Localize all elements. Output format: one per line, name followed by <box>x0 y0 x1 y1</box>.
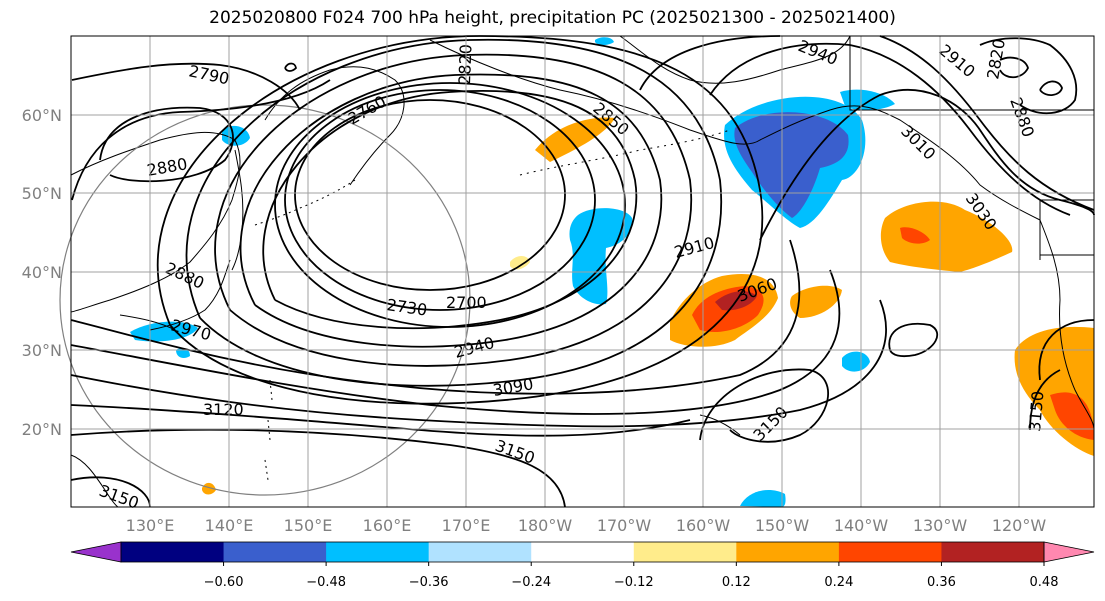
graticule <box>71 36 1094 507</box>
lon-label: 150°E <box>284 516 333 535</box>
colorbar-outline <box>120 541 1045 563</box>
colorbar-segment <box>736 542 840 562</box>
map-border <box>70 35 1095 508</box>
colorbar-segment <box>838 542 942 562</box>
colorbar-segment <box>633 542 737 562</box>
colorbar-segment <box>326 542 430 562</box>
contour-label: 3120 <box>203 400 244 419</box>
colorbar-tick-label: 0.48 <box>1030 575 1059 590</box>
colorbar-tick-label: −0.12 <box>614 575 654 590</box>
colorbar-tick-label: −0.60 <box>204 575 244 590</box>
precip-shading <box>130 37 1094 507</box>
coastlines <box>70 35 1095 508</box>
colorbar-extension-low <box>70 541 122 563</box>
lon-label: 140°W <box>834 516 889 535</box>
contour-labels: 2790 2760 2820 2850 2940 2910 2820 2880 … <box>97 36 1048 513</box>
colorbar-tick-label: −0.48 <box>306 575 346 590</box>
latitude-labels: 60°N 50°N 40°N 30°N 20°N <box>22 106 62 439</box>
longitude-labels: 130°E 140°E 150°E 160°E 170°E 180°W 170°… <box>126 516 1047 535</box>
colorbar-tick-label: 0.36 <box>927 575 956 590</box>
lat-label: 50°N <box>22 184 62 203</box>
colorbar-tick-label: 0.12 <box>722 575 751 590</box>
colorbar-segment <box>941 542 1045 562</box>
colorbar-tick-label: −0.24 <box>511 575 551 590</box>
colorbar-segment <box>121 542 225 562</box>
great-circle-outline <box>59 104 471 496</box>
lon-label: 120°W <box>992 516 1047 535</box>
lon-label: 160°E <box>363 516 412 535</box>
colorbar-segment <box>531 542 635 562</box>
lon-label: 130°W <box>913 516 968 535</box>
lon-label: 130°E <box>126 516 175 535</box>
colorbar: −0.60 −0.48 −0.36 −0.24 −0.12 0.12 0.24 0.36 0.4… <box>70 541 1095 590</box>
colorbar-tick-label: 0.24 <box>824 575 853 590</box>
lat-label: 20°N <box>22 420 62 439</box>
lon-label: 170°W <box>597 516 652 535</box>
lat-label: 40°N <box>22 263 62 282</box>
contour-label: 2820 <box>455 44 475 85</box>
lon-label: 160°W <box>676 516 731 535</box>
colorbar-extension-high <box>1043 541 1095 563</box>
lon-label: 140°E <box>205 516 254 535</box>
colorbar-segment <box>223 542 327 562</box>
map-title: 2025020800 F024 700 hPa height, precipit… <box>209 8 896 28</box>
colorbar-tick-label: −0.36 <box>409 575 449 590</box>
lon-label: 180°W <box>518 516 573 535</box>
lon-label: 170°E <box>442 516 491 535</box>
lat-label: 60°N <box>22 106 62 125</box>
colorbar-segment <box>428 542 532 562</box>
contour-label: 3150 <box>1025 390 1047 432</box>
lon-label: 150°W <box>755 516 810 535</box>
lat-label: 30°N <box>22 341 62 360</box>
